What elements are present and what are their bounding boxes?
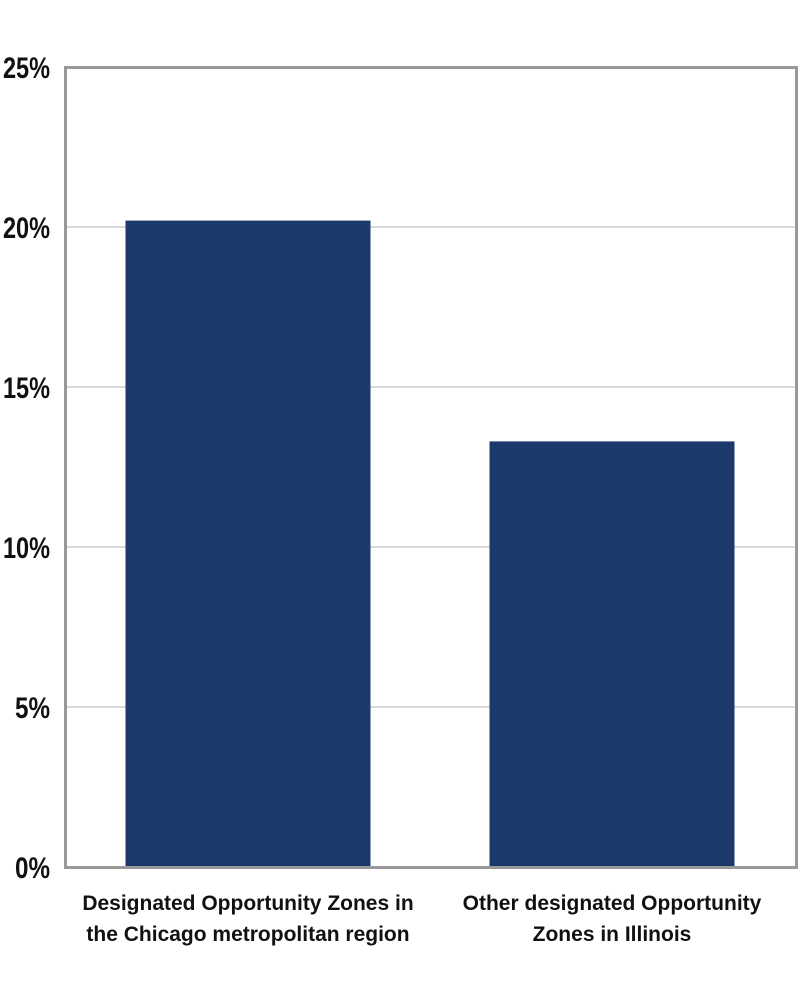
y-tick-label: 0% <box>15 852 50 885</box>
y-tick-label: 25% <box>3 52 50 85</box>
bar <box>489 441 735 867</box>
category-label-line: Designated Opportunity Zones in <box>82 892 413 915</box>
category-label-line: Zones in Illinois <box>533 923 692 946</box>
y-tick-label: 10% <box>3 532 50 565</box>
category-label-line: the Chicago metropolitan region <box>86 923 409 946</box>
y-tick-label: 5% <box>15 692 50 725</box>
x-axis-category-labels: Designated Opportunity Zones in the Chica… <box>82 892 761 946</box>
category-label: Other designated Opportunity Zones in Ill… <box>463 892 762 946</box>
category-label: Designated Opportunity Zones in the Chica… <box>82 892 413 946</box>
bars <box>125 220 735 868</box>
bar <box>125 220 371 868</box>
category-label-line: Other designated Opportunity <box>463 892 762 915</box>
y-axis-tick-labels: 0% 5% 10% 15% 20% 25% <box>3 52 50 885</box>
plot-frame <box>64 66 798 869</box>
y-tick-label: 15% <box>3 372 50 405</box>
y-tick-label: 20% <box>3 212 50 245</box>
